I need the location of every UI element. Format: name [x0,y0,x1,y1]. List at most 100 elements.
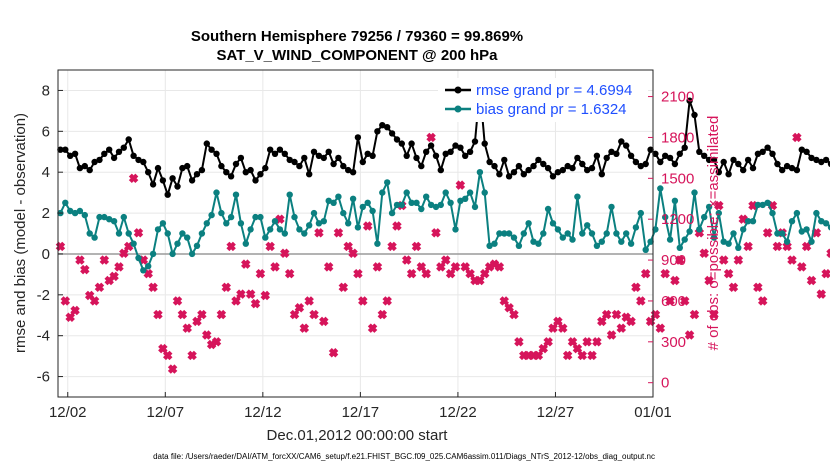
rmse-point [242,169,249,176]
rmse-point [510,169,518,176]
rmse-point [501,156,508,164]
bias-point [179,230,186,237]
obs-assimilated-marker [797,262,807,272]
obs-assimilated-marker [611,309,622,320]
bias-point [106,216,113,223]
rmse-point [291,158,298,166]
obs-assimilated-marker [728,282,739,293]
rmse-point [593,152,601,159]
rmse-point [296,162,303,170]
y-right-tick-label: 600 [661,293,686,310]
rmse-point [603,154,610,162]
bias-point [140,267,147,274]
bias-point [584,222,591,229]
bias-point [652,226,659,233]
bias-point [101,213,108,221]
rmse-point [774,160,781,168]
x-tick-label: 12/02 [49,404,87,421]
bias-point [759,201,766,209]
rmse-point [554,169,562,176]
bias-point [535,240,542,247]
obs-assimilated-marker [358,296,368,306]
data-file-footnote: data file: /Users/raeder/DAI/ATM_forcXX/… [153,452,655,461]
bias-point [184,234,191,241]
obs-assimilated-marker [689,309,700,320]
rmse-point [384,124,391,131]
bias-point [735,244,742,251]
y-left-tick-label: -6 [37,369,50,386]
rmse-point [169,175,176,182]
y-left-tick-label: 2 [42,205,50,222]
obs-assimilated-marker [480,268,490,279]
rmse-point [427,142,435,149]
obs-assimilated-marker [811,228,822,238]
obs-assimilated-marker [509,309,519,320]
rmse-point [310,148,318,155]
obs-assimilated-marker [782,241,792,252]
obs-assimilated-marker [226,241,236,252]
bias-point [67,207,74,215]
bias-point [574,193,581,200]
rmse-point [730,156,737,164]
obs-assimilated-marker [660,268,670,279]
rmse-point [271,150,279,157]
obs-assimilated-marker [709,309,719,320]
bias-point [481,189,488,196]
obs-assimilated-marker [616,323,627,333]
rmse-point [262,164,269,172]
rmse-point [164,191,171,198]
obs-assimilated-marker [372,262,383,272]
bias-point [149,250,157,258]
bias-point [359,203,366,211]
bias-point [193,242,201,249]
obs-assimilated-marker [826,248,830,258]
x-axis-label: Dec.01,2012 00:00:00 start [267,427,449,444]
bias-point [393,201,401,209]
rmse-point [101,150,108,157]
rmse-point [549,173,557,180]
obs-assimilated-marker [128,173,139,184]
rmse-point [154,164,162,172]
obs-assimilated-marker [548,323,558,333]
bias-point [530,238,537,245]
rmse-point [408,140,415,147]
bias-point [237,220,245,227]
obs-assimilated-marker [367,323,378,333]
bias-point [774,230,781,237]
bias-point [345,220,352,227]
x-tick-label: 01/01 [634,404,672,421]
rmse-point [457,144,464,151]
bias-point [798,228,805,235]
obs-assimilated-marker [582,337,592,347]
rmse-point [257,171,264,178]
rmse-point [642,160,649,168]
bias-point [603,230,610,237]
obs-assimilated-marker [562,350,573,361]
obs-assimilated-marker [538,343,549,354]
rmse-point [213,150,220,157]
rmse-point [149,181,157,188]
obs-assimilated-marker [587,350,597,361]
bias-point [598,238,605,245]
bias-point [730,230,737,237]
obs-assimilated-marker [323,262,334,272]
obs-assimilated-marker [640,268,651,279]
obs-assimilated-marker [558,323,568,333]
rmse-point [822,156,830,164]
obs-assimilated-marker [421,268,431,279]
rmse-point [788,164,796,172]
bias-point [466,189,474,196]
bias-point [271,218,279,225]
rmse-point [749,164,757,172]
rmse-point [813,156,820,164]
rmse-point [462,152,469,159]
obs-assimilated-marker [401,255,412,265]
obs-assimilated-marker [192,316,202,327]
bias-point [330,199,337,206]
bias-point [437,201,444,209]
x-tick-label: 12/17 [342,404,380,421]
bias-point [564,230,571,237]
bias-point [705,203,713,211]
bias-point [671,197,679,204]
rmse-point [71,150,79,157]
